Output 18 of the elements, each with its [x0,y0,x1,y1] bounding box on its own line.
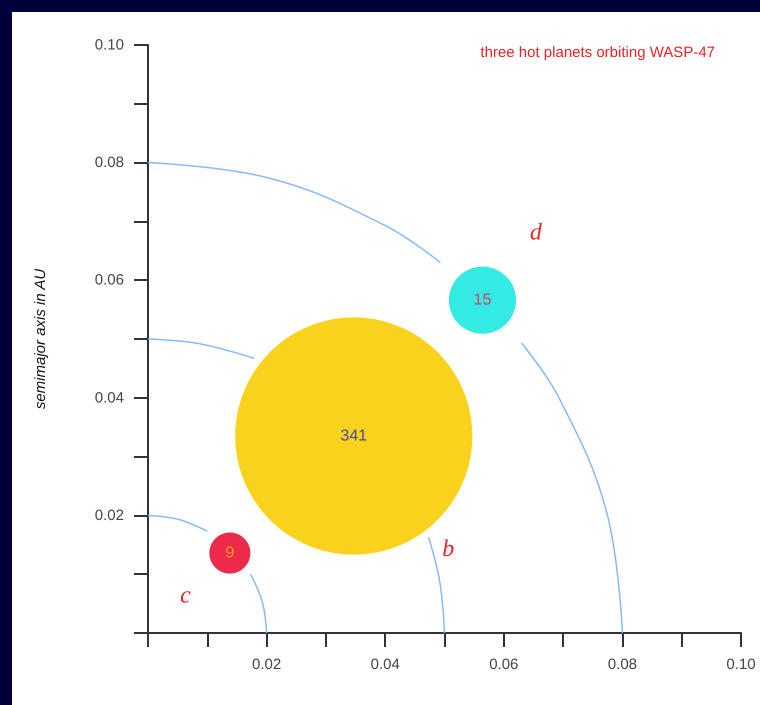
y-tick-label: 0.04 [94,389,124,406]
annotation: d [530,220,543,246]
annotation: 9 [225,544,234,562]
x-tick-label: 0.10 [726,656,756,673]
y-tick-label: 0.06 [94,272,124,289]
y-tick-label: 0.10 [94,36,124,54]
x-tick-label: 0.06 [489,656,518,673]
annotation: c [180,582,192,608]
x-tick-label: 0.08 [608,656,637,673]
y-axis-title: semimajor axis in AU [32,268,49,410]
x-tick-label: 0.02 [252,656,282,673]
x-tick-label: 0.04 [370,656,400,673]
annotation: 15 [474,292,492,309]
chart-title: three hot planets orbiting WASP-47 [480,44,716,61]
annotation: 341 [340,428,368,445]
annotation: b [442,536,454,562]
y-tick-label: 0.02 [94,506,124,524]
y-tick-label: 0.08 [94,154,124,172]
